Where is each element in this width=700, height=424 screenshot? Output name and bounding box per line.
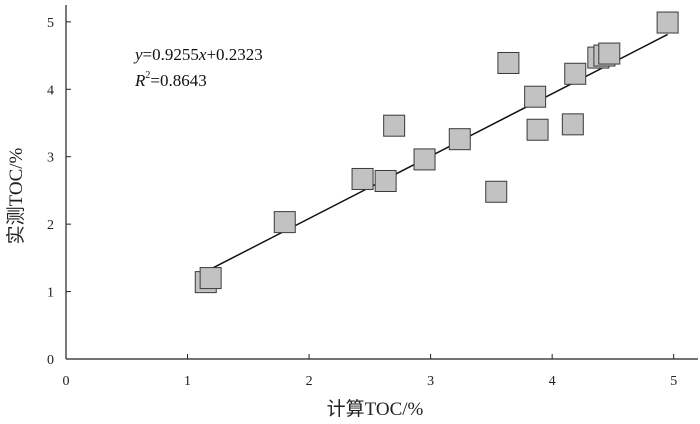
data-point [199, 267, 222, 290]
data-point [524, 85, 547, 108]
data-point [564, 62, 587, 85]
ticks: 0 1 2 3 4 5 0 1 2 3 4 5 [47, 16, 677, 389]
x-tick-label: 5 [670, 374, 677, 389]
x-tick-label: 4 [549, 374, 556, 389]
regression-line-group [205, 33, 668, 273]
data-point [497, 51, 520, 74]
x-tick-label: 2 [306, 374, 313, 389]
y-tick-label: 3 [47, 151, 54, 166]
x-axis-title: 计算TOC/% [327, 398, 424, 420]
data-point [448, 128, 471, 151]
data-point [273, 211, 296, 234]
data-point [598, 42, 621, 65]
x-tick-label: 1 [184, 374, 191, 389]
x-tick-label: 3 [427, 374, 434, 389]
r-squared-annotation: R2=0.8643 [134, 70, 207, 90]
data-point [561, 113, 584, 136]
y-tick-label: 5 [47, 16, 54, 31]
equation-annotation: y=0.9255x+0.2323 [133, 45, 263, 64]
y-tick-label: 1 [47, 286, 54, 301]
data-point [485, 180, 508, 203]
y-axis-title: 实测TOC/% [5, 147, 27, 244]
data-point [374, 169, 397, 192]
y-tick-label: 4 [47, 83, 54, 98]
axes [65, 5, 698, 360]
data-point [526, 118, 549, 141]
data-point [656, 11, 679, 34]
data-point [351, 167, 374, 190]
data-point [413, 148, 436, 171]
data-points [194, 11, 679, 294]
x-tick-label: 0 [63, 374, 70, 389]
y-tick-label: 2 [47, 218, 54, 233]
y-tick-label: 0 [47, 353, 54, 368]
data-point [383, 114, 406, 137]
regression-line [205, 33, 668, 273]
